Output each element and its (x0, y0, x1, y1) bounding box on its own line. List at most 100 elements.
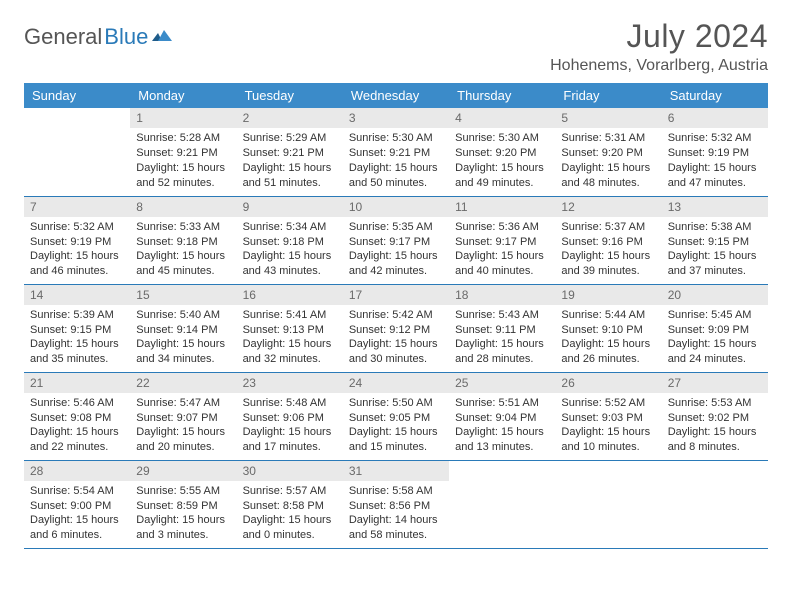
daylight-line: Daylight: 15 hours and 46 minutes. (30, 249, 124, 279)
calendar-cell: 22Sunrise: 5:47 AMSunset: 9:07 PMDayligh… (130, 372, 236, 460)
sunrise-line: Sunrise: 5:35 AM (349, 220, 443, 235)
day-content: Sunrise: 5:36 AMSunset: 9:17 PMDaylight:… (449, 217, 555, 283)
daylight-line: Daylight: 15 hours and 42 minutes. (349, 249, 443, 279)
day-number: 16 (237, 285, 343, 305)
day-content: Sunrise: 5:43 AMSunset: 9:11 PMDaylight:… (449, 305, 555, 371)
sunset-line: Sunset: 9:03 PM (561, 411, 655, 426)
sunrise-line: Sunrise: 5:54 AM (30, 484, 124, 499)
day-number: 13 (662, 197, 768, 217)
day-content: Sunrise: 5:30 AMSunset: 9:21 PMDaylight:… (343, 128, 449, 194)
sunrise-line: Sunrise: 5:46 AM (30, 396, 124, 411)
day-number: 17 (343, 285, 449, 305)
daylight-line: Daylight: 15 hours and 34 minutes. (136, 337, 230, 367)
sunrise-line: Sunrise: 5:28 AM (136, 131, 230, 146)
sunrise-line: Sunrise: 5:42 AM (349, 308, 443, 323)
daylight-line: Daylight: 15 hours and 30 minutes. (349, 337, 443, 367)
day-number: 20 (662, 285, 768, 305)
month-title: July 2024 (550, 18, 768, 55)
day-content: Sunrise: 5:57 AMSunset: 8:58 PMDaylight:… (237, 481, 343, 547)
sunset-line: Sunset: 9:19 PM (30, 235, 124, 250)
daylight-line: Daylight: 15 hours and 17 minutes. (243, 425, 337, 455)
calendar-cell: 27Sunrise: 5:53 AMSunset: 9:02 PMDayligh… (662, 372, 768, 460)
day-content: Sunrise: 5:41 AMSunset: 9:13 PMDaylight:… (237, 305, 343, 371)
day-content: Sunrise: 5:28 AMSunset: 9:21 PMDaylight:… (130, 128, 236, 194)
sunset-line: Sunset: 9:20 PM (561, 146, 655, 161)
day-number: 18 (449, 285, 555, 305)
sunset-line: Sunset: 9:08 PM (30, 411, 124, 426)
sunset-line: Sunset: 9:21 PM (349, 146, 443, 161)
daylight-line: Daylight: 15 hours and 35 minutes. (30, 337, 124, 367)
brand-logo: GeneralBlue (24, 18, 174, 50)
daylight-line: Daylight: 15 hours and 48 minutes. (561, 161, 655, 191)
calendar-cell (24, 108, 130, 196)
day-number: 30 (237, 461, 343, 481)
calendar-cell: 6Sunrise: 5:32 AMSunset: 9:19 PMDaylight… (662, 108, 768, 196)
sunrise-line: Sunrise: 5:31 AM (561, 131, 655, 146)
calendar-cell: 31Sunrise: 5:58 AMSunset: 8:56 PMDayligh… (343, 460, 449, 548)
daylight-line: Daylight: 15 hours and 0 minutes. (243, 513, 337, 543)
day-number: 2 (237, 108, 343, 128)
sunrise-line: Sunrise: 5:33 AM (136, 220, 230, 235)
day-content: Sunrise: 5:45 AMSunset: 9:09 PMDaylight:… (662, 305, 768, 371)
sunrise-line: Sunrise: 5:30 AM (455, 131, 549, 146)
sunset-line: Sunset: 9:21 PM (243, 146, 337, 161)
calendar-cell: 7Sunrise: 5:32 AMSunset: 9:19 PMDaylight… (24, 196, 130, 284)
sunrise-line: Sunrise: 5:32 AM (668, 131, 762, 146)
day-content: Sunrise: 5:44 AMSunset: 9:10 PMDaylight:… (555, 305, 661, 371)
day-number: 10 (343, 197, 449, 217)
calendar-cell: 8Sunrise: 5:33 AMSunset: 9:18 PMDaylight… (130, 196, 236, 284)
calendar-cell: 20Sunrise: 5:45 AMSunset: 9:09 PMDayligh… (662, 284, 768, 372)
sunset-line: Sunset: 9:02 PM (668, 411, 762, 426)
sunrise-line: Sunrise: 5:47 AM (136, 396, 230, 411)
day-number: 5 (555, 108, 661, 128)
calendar-cell (555, 460, 661, 548)
calendar-cell: 9Sunrise: 5:34 AMSunset: 9:18 PMDaylight… (237, 196, 343, 284)
daylight-line: Daylight: 15 hours and 26 minutes. (561, 337, 655, 367)
daylight-line: Daylight: 15 hours and 32 minutes. (243, 337, 337, 367)
sunrise-line: Sunrise: 5:52 AM (561, 396, 655, 411)
day-number: 24 (343, 373, 449, 393)
sunrise-line: Sunrise: 5:50 AM (349, 396, 443, 411)
calendar-cell: 4Sunrise: 5:30 AMSunset: 9:20 PMDaylight… (449, 108, 555, 196)
calendar-cell: 10Sunrise: 5:35 AMSunset: 9:17 PMDayligh… (343, 196, 449, 284)
calendar-header-row: SundayMondayTuesdayWednesdayThursdayFrid… (24, 83, 768, 108)
sunrise-line: Sunrise: 5:57 AM (243, 484, 337, 499)
sunset-line: Sunset: 9:18 PM (243, 235, 337, 250)
calendar-cell: 26Sunrise: 5:52 AMSunset: 9:03 PMDayligh… (555, 372, 661, 460)
calendar-cell: 30Sunrise: 5:57 AMSunset: 8:58 PMDayligh… (237, 460, 343, 548)
calendar-cell: 3Sunrise: 5:30 AMSunset: 9:21 PMDaylight… (343, 108, 449, 196)
calendar-cell: 2Sunrise: 5:29 AMSunset: 9:21 PMDaylight… (237, 108, 343, 196)
calendar-cell: 11Sunrise: 5:36 AMSunset: 9:17 PMDayligh… (449, 196, 555, 284)
sunset-line: Sunset: 9:11 PM (455, 323, 549, 338)
sunrise-line: Sunrise: 5:45 AM (668, 308, 762, 323)
day-number: 11 (449, 197, 555, 217)
day-content: Sunrise: 5:58 AMSunset: 8:56 PMDaylight:… (343, 481, 449, 547)
daylight-line: Daylight: 15 hours and 28 minutes. (455, 337, 549, 367)
day-content: Sunrise: 5:52 AMSunset: 9:03 PMDaylight:… (555, 393, 661, 459)
sunrise-line: Sunrise: 5:34 AM (243, 220, 337, 235)
sunset-line: Sunset: 9:17 PM (455, 235, 549, 250)
daylight-line: Daylight: 15 hours and 6 minutes. (30, 513, 124, 543)
day-number: 6 (662, 108, 768, 128)
day-number: 3 (343, 108, 449, 128)
daylight-line: Daylight: 15 hours and 13 minutes. (455, 425, 549, 455)
day-number: 1 (130, 108, 236, 128)
calendar-week: 28Sunrise: 5:54 AMSunset: 9:00 PMDayligh… (24, 460, 768, 548)
day-content: Sunrise: 5:29 AMSunset: 9:21 PMDaylight:… (237, 128, 343, 194)
sunrise-line: Sunrise: 5:58 AM (349, 484, 443, 499)
title-block: July 2024 Hohenems, Vorarlberg, Austria (550, 18, 768, 75)
header: GeneralBlue July 2024 Hohenems, Vorarlbe… (24, 18, 768, 75)
calendar-cell: 12Sunrise: 5:37 AMSunset: 9:16 PMDayligh… (555, 196, 661, 284)
calendar-week: 7Sunrise: 5:32 AMSunset: 9:19 PMDaylight… (24, 196, 768, 284)
weekday-header: Tuesday (237, 83, 343, 108)
day-number: 29 (130, 461, 236, 481)
daylight-line: Daylight: 15 hours and 51 minutes. (243, 161, 337, 191)
sunrise-line: Sunrise: 5:55 AM (136, 484, 230, 499)
weekday-header: Thursday (449, 83, 555, 108)
sunset-line: Sunset: 9:05 PM (349, 411, 443, 426)
calendar-week: 21Sunrise: 5:46 AMSunset: 9:08 PMDayligh… (24, 372, 768, 460)
day-number: 31 (343, 461, 449, 481)
day-number: 26 (555, 373, 661, 393)
sunset-line: Sunset: 9:06 PM (243, 411, 337, 426)
day-content: Sunrise: 5:54 AMSunset: 9:00 PMDaylight:… (24, 481, 130, 547)
